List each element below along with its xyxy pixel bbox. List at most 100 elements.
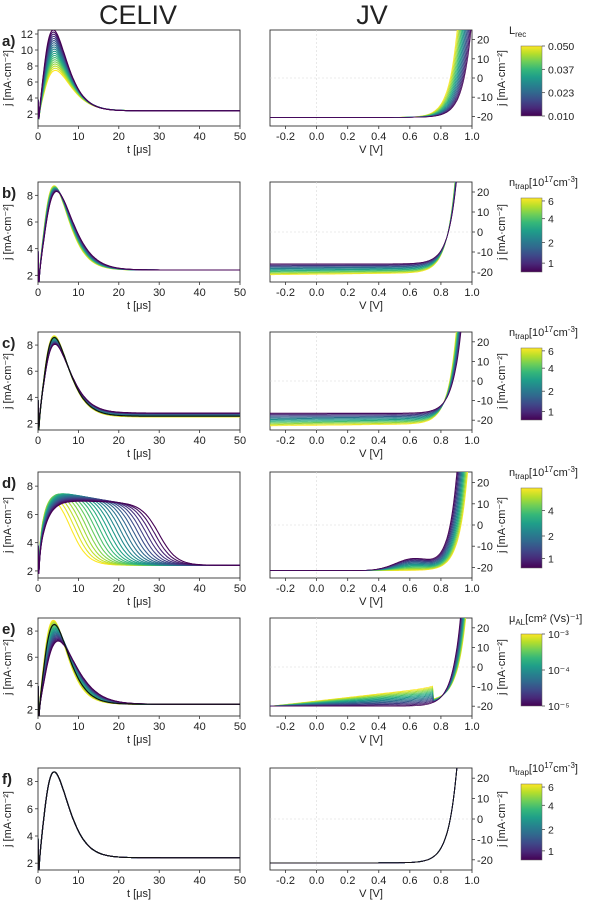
jv-series-line	[270, 472, 469, 571]
y-tick-label: -10	[477, 834, 493, 846]
celiv-plot-f: 0 10 20 30 40 50 2 4 6 8 t [μs] j [mA·cm⁻²]	[2, 767, 246, 900]
colorbar-title-tail: cm	[553, 763, 568, 775]
celiv-series-line	[38, 637, 240, 716]
celiv-frame	[37, 331, 241, 431]
colorbar-title: ntrap[1017cm-3]	[509, 465, 578, 481]
panel-label: a)	[2, 33, 15, 50]
x-tick-label: 0	[35, 583, 41, 595]
x-tick-label: -0.2	[276, 875, 295, 887]
x-tick-label: 30	[153, 875, 165, 887]
colorbar-e: 10⁻³ 10⁻⁴ 10⁻⁵ μAL[cm² (Vs)⁻¹]	[509, 613, 582, 713]
celiv-series-line	[38, 631, 240, 716]
x-tick-label: 0.8	[433, 131, 448, 143]
colorbar-c: 6 4 2 1 ntrap[1017cm-3]	[509, 325, 578, 421]
celiv-series-line	[38, 493, 240, 571]
y-tick-label: -10	[477, 92, 493, 104]
celiv-series-line	[38, 52, 240, 120]
celiv-series-group	[38, 185, 240, 282]
x-tick-label: 0.0	[309, 287, 324, 299]
y-axis-label: j [mA·cm⁻²]	[496, 497, 508, 554]
x-tick-label: 0.4	[371, 131, 386, 143]
colorbar-tick-label: 2	[548, 825, 554, 837]
colorbar-title: ntrap[1017cm-3]	[509, 761, 578, 777]
jv-series-line	[270, 472, 458, 571]
row-e: e) 0 10 20 30 40 50 2 4 6 8 t [μs] j [mA·cm⁻²] -0.2 0.…	[2, 613, 582, 746]
y-tick-label: 2	[27, 858, 33, 870]
colorbar-title-sub: trap	[515, 768, 529, 777]
colorbar-tick-label: 1	[548, 258, 554, 270]
x-axis-label: V [V]	[359, 596, 383, 608]
y-tick-label: 4	[27, 392, 33, 404]
y-tick-label: 10	[477, 356, 489, 368]
y-tick-label: 8	[27, 626, 33, 638]
y-tick-label: 10	[21, 45, 33, 57]
colorbar-f: 6 4 2 1 ntrap[1017cm-3]	[509, 761, 578, 861]
colorbar-tick-label: 0.037	[548, 64, 574, 76]
y-axis-label: j [mA·cm⁻²]	[2, 639, 14, 696]
jv-series-group	[270, 618, 467, 707]
x-tick-label: 0.4	[371, 583, 386, 595]
x-tick-label: 1.0	[464, 287, 479, 299]
celiv-series-line	[38, 48, 240, 120]
colorbar-tick-label: 10⁻⁵	[548, 701, 570, 713]
x-axis-label: V [V]	[359, 300, 383, 312]
celiv-series-group	[38, 30, 240, 120]
x-tick-label: 50	[234, 583, 246, 595]
y-tick-label: -20	[477, 111, 493, 123]
x-tick-label: 0.0	[309, 435, 324, 447]
x-tick-label: 0	[35, 875, 41, 887]
colorbar-title-sub: trap	[515, 182, 529, 191]
celiv-frame	[37, 471, 241, 579]
y-axis-label: j [mA·cm⁻²]	[496, 639, 508, 696]
y-tick-label: 0	[477, 814, 483, 826]
jv-series-line	[270, 618, 466, 707]
heading-celiv: CELIV	[99, 0, 177, 30]
colorbar-title-tail: cm	[553, 327, 568, 339]
jv-plot-e: -0.2 0.0 0.2 0.4 0.6 0.8 1.0 -20 -10 0 10 20 V [V] j …	[269, 617, 508, 746]
x-axis-label: t [μs]	[127, 300, 151, 312]
colorbar-title-main: n	[509, 763, 515, 775]
y-tick-label: 8	[27, 340, 33, 352]
y-tick-label: 8	[27, 190, 33, 202]
jv-series-group	[270, 182, 457, 276]
jv-series-line	[270, 332, 462, 414]
jv-series-line	[270, 472, 460, 571]
x-tick-label: 20	[113, 435, 125, 447]
x-tick-label: -0.2	[276, 435, 295, 447]
celiv-series-line	[38, 495, 240, 571]
jv-series-line	[270, 472, 461, 571]
celiv-series-line	[38, 190, 240, 282]
celiv-plot-c: 0 10 20 30 40 50 2 4 6 8 t [μs] j [mA·cm⁻²]	[2, 331, 246, 460]
x-tick-label: 10	[72, 435, 84, 447]
colorbar-tick-label: 4	[548, 505, 554, 517]
celiv-series-line	[38, 636, 240, 716]
panel-label: d)	[2, 475, 16, 492]
jv-series-line	[270, 332, 460, 418]
panel-label: e)	[2, 621, 15, 638]
x-tick-label: 0.4	[371, 721, 386, 733]
x-tick-label: 30	[153, 435, 165, 447]
jv-series-line	[270, 332, 459, 422]
jv-series-group	[270, 472, 469, 571]
x-tick-label: 0.8	[433, 583, 448, 595]
celiv-series-line	[38, 500, 240, 574]
x-axis-label: V [V]	[359, 144, 383, 156]
y-tick-label: -10	[477, 682, 493, 694]
celiv-frame	[37, 617, 241, 717]
celiv-frame	[37, 767, 241, 871]
y-tick-label: 20	[477, 35, 489, 47]
jv-series-line	[270, 182, 457, 265]
colorbar-title-tail: cm	[553, 177, 568, 189]
y-tick-label: 8	[27, 777, 33, 789]
celiv-series-line	[38, 629, 240, 716]
x-tick-label: 0.8	[433, 435, 448, 447]
colorbar-title-sub: trap	[515, 332, 529, 341]
jv-plot-a: -0.2 0.0 0.2 0.4 0.6 0.8 1.0 -20 -10 0 10 20 V [V] j …	[269, 29, 508, 156]
jv-series-line	[270, 618, 466, 707]
colorbar-tick-label: 1	[548, 553, 554, 565]
jv-series-line	[270, 618, 462, 707]
colorbar-title-main: n	[509, 177, 515, 189]
